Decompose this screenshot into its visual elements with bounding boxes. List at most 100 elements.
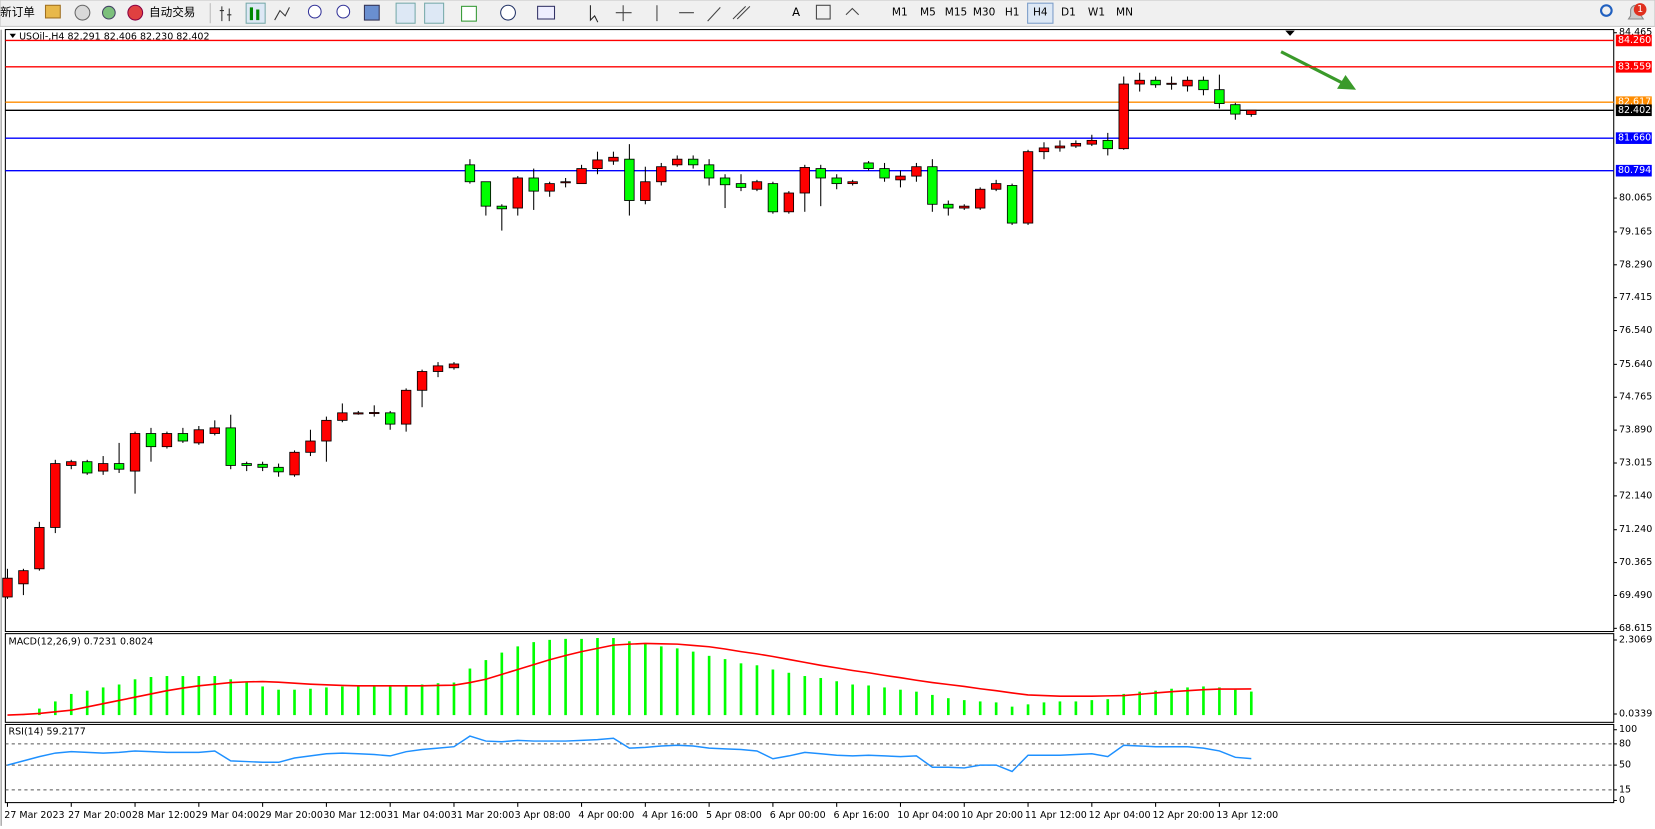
candle-body (34, 527, 45, 570)
candle-body (193, 429, 205, 444)
icon-button[interactable] (101, 5, 116, 20)
candle-body (911, 166, 922, 177)
x-tick-label: 31 Mar 20:00 (451, 810, 514, 821)
x-tick-label: 13 Apr 12:00 (1216, 810, 1278, 821)
timeframe-button[interactable]: H4 (1033, 7, 1048, 19)
icon-button[interactable] (74, 4, 91, 21)
toolbar: 新订单 自动交易 A M1 M5 M15 M30 H1 H4 D1 W1 MN 1 (0, 0, 1655, 27)
y-tick-label: 80 (1619, 738, 1631, 749)
candle-body (1182, 79, 1193, 87)
timeframe-button[interactable]: W1 (1088, 7, 1105, 19)
candle-body (1118, 83, 1129, 150)
bar-chart-button[interactable] (219, 6, 232, 22)
new-order-button[interactable]: 新订单 (0, 5, 35, 19)
y-tick-label: 68.615 (1619, 623, 1652, 634)
candle-body (432, 365, 444, 372)
channel-button[interactable] (732, 5, 751, 20)
timeframe-button[interactable]: MN (1116, 7, 1133, 19)
candle-body (879, 168, 890, 179)
candle-body (113, 463, 125, 470)
candle-body (751, 181, 763, 190)
candle-body (225, 427, 236, 466)
periods-button[interactable] (500, 4, 516, 21)
crosshair-button[interactable] (615, 5, 632, 22)
chart-title: USOil-,H4 82.291 82.406 82.230 82.402 (19, 31, 209, 42)
candle-body (831, 177, 842, 185)
level-price-box (1615, 104, 1652, 117)
y-tick-label: 73.890 (1619, 425, 1652, 436)
candle-body (416, 371, 428, 391)
candle-body (735, 183, 747, 188)
timeframe-button[interactable]: M5 (920, 7, 936, 19)
text-tool[interactable]: A (792, 5, 800, 19)
y-tick-label: 71.240 (1619, 524, 1652, 535)
templates-button[interactable] (537, 5, 556, 20)
label-tool[interactable] (815, 4, 831, 20)
level-price-label: 84.260 (1618, 35, 1651, 46)
candle-chart-button[interactable] (245, 2, 266, 24)
y-tick-label: 69.490 (1619, 590, 1652, 601)
timeframe-button[interactable]: M15 (945, 7, 968, 19)
candle-body (209, 427, 220, 434)
active-timeframe (1027, 2, 1054, 24)
y-tick-label: 74.765 (1619, 392, 1652, 403)
line-chart-button[interactable] (274, 7, 290, 21)
rsi-title: RSI(14) 59.2177 (9, 726, 86, 737)
x-tick-label: 27 Mar 2023 (4, 810, 64, 821)
candle-body (464, 164, 476, 183)
candle-body (512, 177, 523, 209)
toolbar-bg (0, 0, 1655, 27)
candle-body (369, 412, 380, 415)
candle-body (305, 440, 316, 453)
tile-button[interactable] (363, 4, 380, 21)
y-tick-label: 2.3069 (1619, 634, 1652, 645)
scroll-button[interactable] (395, 2, 416, 24)
candle-body (1246, 109, 1257, 115)
candle-body (1070, 142, 1082, 147)
plot: 84.465 80.065 79.165 78.290 77.415 76.540 75.6… (2, 27, 1652, 821)
shift-marker (1285, 30, 1295, 36)
candle-body (97, 463, 109, 472)
candle-body (799, 167, 810, 194)
auto-trade-icon[interactable] (127, 4, 144, 21)
zoom-out-button[interactable] (336, 4, 351, 19)
candle-body (448, 363, 460, 369)
x-tick-label: 5 Apr 08:00 (706, 810, 762, 821)
search-button[interactable] (1600, 4, 1613, 17)
x-tick-label: 6 Apr 16:00 (834, 810, 890, 821)
candle-body (672, 158, 683, 166)
candle-body (895, 175, 906, 181)
notification-badge (1633, 3, 1647, 16)
candle-body (400, 389, 412, 425)
candle-body (1134, 79, 1145, 85)
indicators-button[interactable] (461, 5, 477, 22)
candle-body (847, 181, 858, 185)
x-tick-label: 4 Apr 16:00 (642, 810, 698, 821)
annotation-arrow (1280, 50, 1345, 85)
y-tick-label: 100 (1619, 724, 1637, 735)
x-tick-label: 12 Apr 04:00 (1089, 810, 1151, 821)
timeframe-button[interactable]: M1 (892, 7, 908, 19)
zoom-in-button[interactable] (307, 4, 322, 19)
icon-button[interactable] (44, 4, 61, 19)
timeframe-button[interactable]: D1 (1061, 7, 1076, 19)
x-tick-label: 10 Apr 20:00 (961, 810, 1023, 821)
shift-button[interactable] (424, 2, 445, 24)
draw-tools[interactable] (656, 5, 721, 22)
candle-body (687, 158, 699, 166)
arrow-tool[interactable] (845, 7, 860, 16)
y-tick-label: 72.140 (1619, 490, 1652, 501)
candle-body (1214, 89, 1225, 104)
candle-body (1150, 79, 1161, 86)
timeframe-bar: M1 M5 M15 M30 H1 H4 D1 W1 MN (892, 2, 1133, 24)
candle-body (289, 451, 300, 476)
candle-body (640, 181, 651, 201)
candle-body (257, 463, 268, 468)
candle-body (959, 205, 970, 209)
auto-trade-button[interactable]: 自动交易 (149, 5, 195, 19)
cursor-button[interactable] (589, 5, 599, 23)
timeframe-button[interactable]: H1 (1005, 7, 1020, 19)
timeframe-button[interactable]: M30 (973, 7, 996, 19)
candle-body (145, 433, 157, 448)
